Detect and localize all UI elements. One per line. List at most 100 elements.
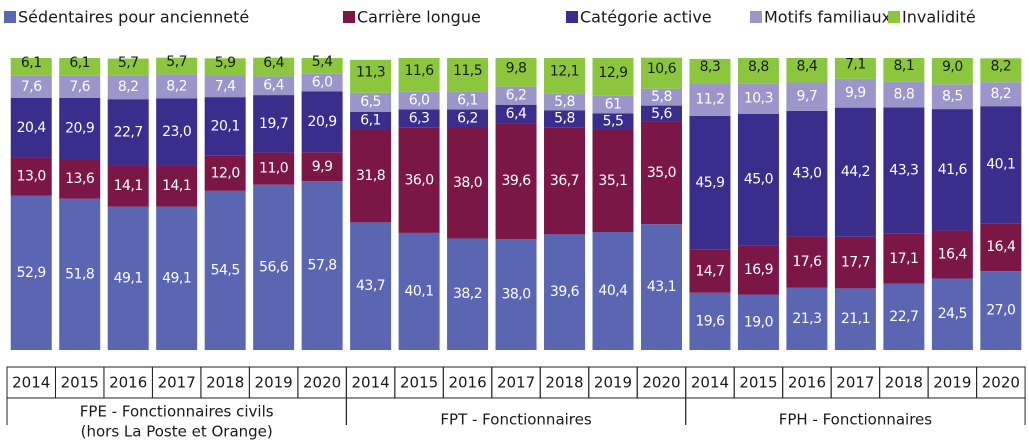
value-label: 6,1 bbox=[360, 113, 381, 129]
x-tick-label: 2020 bbox=[303, 374, 341, 392]
value-label: 6,1 bbox=[457, 92, 478, 108]
value-label: 40,1 bbox=[404, 283, 433, 299]
value-label: 7,1 bbox=[845, 56, 866, 72]
bar-segment bbox=[10, 58, 52, 76]
legend-swatch bbox=[4, 11, 16, 23]
bar-segment bbox=[737, 58, 779, 84]
value-label: 8,2 bbox=[118, 79, 139, 95]
value-label: 5,9 bbox=[215, 55, 236, 71]
value-label: 7,4 bbox=[215, 78, 236, 94]
x-tick-label: 2015 bbox=[400, 374, 438, 392]
value-label: 8,2 bbox=[990, 58, 1011, 74]
value-label: 41,6 bbox=[938, 162, 968, 178]
value-label: 8,3 bbox=[700, 59, 721, 75]
bar-segment bbox=[834, 107, 876, 237]
value-label: 13,0 bbox=[17, 169, 46, 185]
bar-segment bbox=[640, 105, 682, 122]
bar-segment bbox=[931, 278, 973, 350]
value-label: 6,0 bbox=[312, 75, 333, 91]
legend-label: Carrière longue bbox=[357, 8, 481, 27]
bar-segment bbox=[398, 232, 440, 350]
value-label: 20,9 bbox=[308, 114, 337, 130]
value-label: 8,1 bbox=[893, 58, 914, 74]
bar-segment bbox=[10, 75, 52, 99]
bar-segment bbox=[447, 91, 489, 110]
bar-segment bbox=[980, 271, 1022, 350]
group-label: FPE - Fonctionnaires civils bbox=[80, 403, 274, 421]
value-label: 40,4 bbox=[598, 283, 628, 299]
bar-segment bbox=[10, 98, 52, 158]
value-label: 22,7 bbox=[889, 309, 918, 325]
x-tick-label: 2014 bbox=[12, 374, 50, 392]
value-label: 39,6 bbox=[501, 173, 531, 189]
bar-segment bbox=[398, 127, 440, 233]
bar-segment bbox=[398, 91, 440, 110]
x-tick-label: 2019 bbox=[255, 374, 293, 392]
bar-segment bbox=[350, 59, 392, 93]
value-label: 6,4 bbox=[506, 106, 527, 122]
value-label: 20,4 bbox=[17, 120, 47, 136]
bar-segment bbox=[447, 127, 489, 239]
bar-segment bbox=[204, 75, 246, 98]
bar-segment bbox=[689, 115, 731, 250]
bar-segment bbox=[107, 99, 149, 166]
value-label: 12,9 bbox=[598, 65, 627, 81]
bar-segment bbox=[10, 195, 52, 350]
bar-segment bbox=[156, 165, 198, 207]
value-label: 6,2 bbox=[506, 88, 527, 104]
bar-segment bbox=[350, 129, 392, 223]
bar-segment bbox=[59, 58, 101, 76]
year-cell bbox=[976, 366, 1026, 399]
bar-segment bbox=[204, 190, 246, 350]
value-label: 8,2 bbox=[990, 86, 1011, 102]
value-label: 51,8 bbox=[65, 266, 94, 282]
value-label: 22,7 bbox=[114, 124, 143, 140]
value-label: 44,2 bbox=[841, 164, 870, 180]
value-label: 9,0 bbox=[942, 59, 963, 75]
bar-segment bbox=[350, 92, 392, 112]
bar-segment bbox=[592, 95, 634, 114]
bar-segment bbox=[447, 58, 489, 92]
value-label: 38,2 bbox=[453, 286, 482, 302]
value-label: 14,1 bbox=[162, 178, 191, 194]
value-label: 10,3 bbox=[744, 91, 773, 107]
x-tick-label: 2017 bbox=[497, 374, 535, 392]
value-label: 40,1 bbox=[986, 157, 1015, 173]
value-label: 20,9 bbox=[65, 121, 94, 137]
legend-label: Invalidité bbox=[902, 8, 976, 27]
bar-segment bbox=[447, 238, 489, 350]
bar-segment bbox=[204, 97, 246, 156]
value-label: 17,7 bbox=[841, 255, 870, 271]
value-label: 16,9 bbox=[744, 262, 773, 278]
value-label: 6,4 bbox=[263, 55, 284, 71]
bar-segment bbox=[253, 57, 295, 77]
bar-segment bbox=[544, 93, 586, 111]
bar-segment bbox=[640, 121, 682, 225]
legend-swatch bbox=[566, 11, 578, 23]
value-label: 7,6 bbox=[21, 79, 42, 95]
bar-segment bbox=[495, 123, 537, 240]
bar-segment bbox=[398, 109, 440, 128]
bar-segment bbox=[786, 236, 828, 288]
value-label: 49,1 bbox=[114, 270, 143, 286]
bar-segment bbox=[834, 78, 876, 108]
bar-segment bbox=[640, 224, 682, 350]
bar-segment bbox=[544, 110, 586, 128]
bar-segment bbox=[737, 245, 779, 295]
bar-segment bbox=[350, 222, 392, 350]
value-label: 11,0 bbox=[259, 161, 288, 177]
value-label: 45,9 bbox=[695, 175, 724, 191]
bar-segment bbox=[495, 58, 537, 87]
bar-segment bbox=[350, 111, 392, 130]
bar-segment bbox=[59, 98, 101, 160]
value-label: 6,1 bbox=[69, 55, 90, 71]
value-label: 38,0 bbox=[501, 287, 530, 303]
value-label: 5,7 bbox=[118, 55, 139, 71]
x-tick-label: 2014 bbox=[352, 374, 390, 392]
bar-segment bbox=[689, 249, 731, 293]
value-label: 11,6 bbox=[404, 63, 434, 79]
value-label: 36,7 bbox=[550, 173, 579, 189]
bar-segment bbox=[737, 83, 779, 114]
value-label: 5,4 bbox=[312, 54, 333, 70]
